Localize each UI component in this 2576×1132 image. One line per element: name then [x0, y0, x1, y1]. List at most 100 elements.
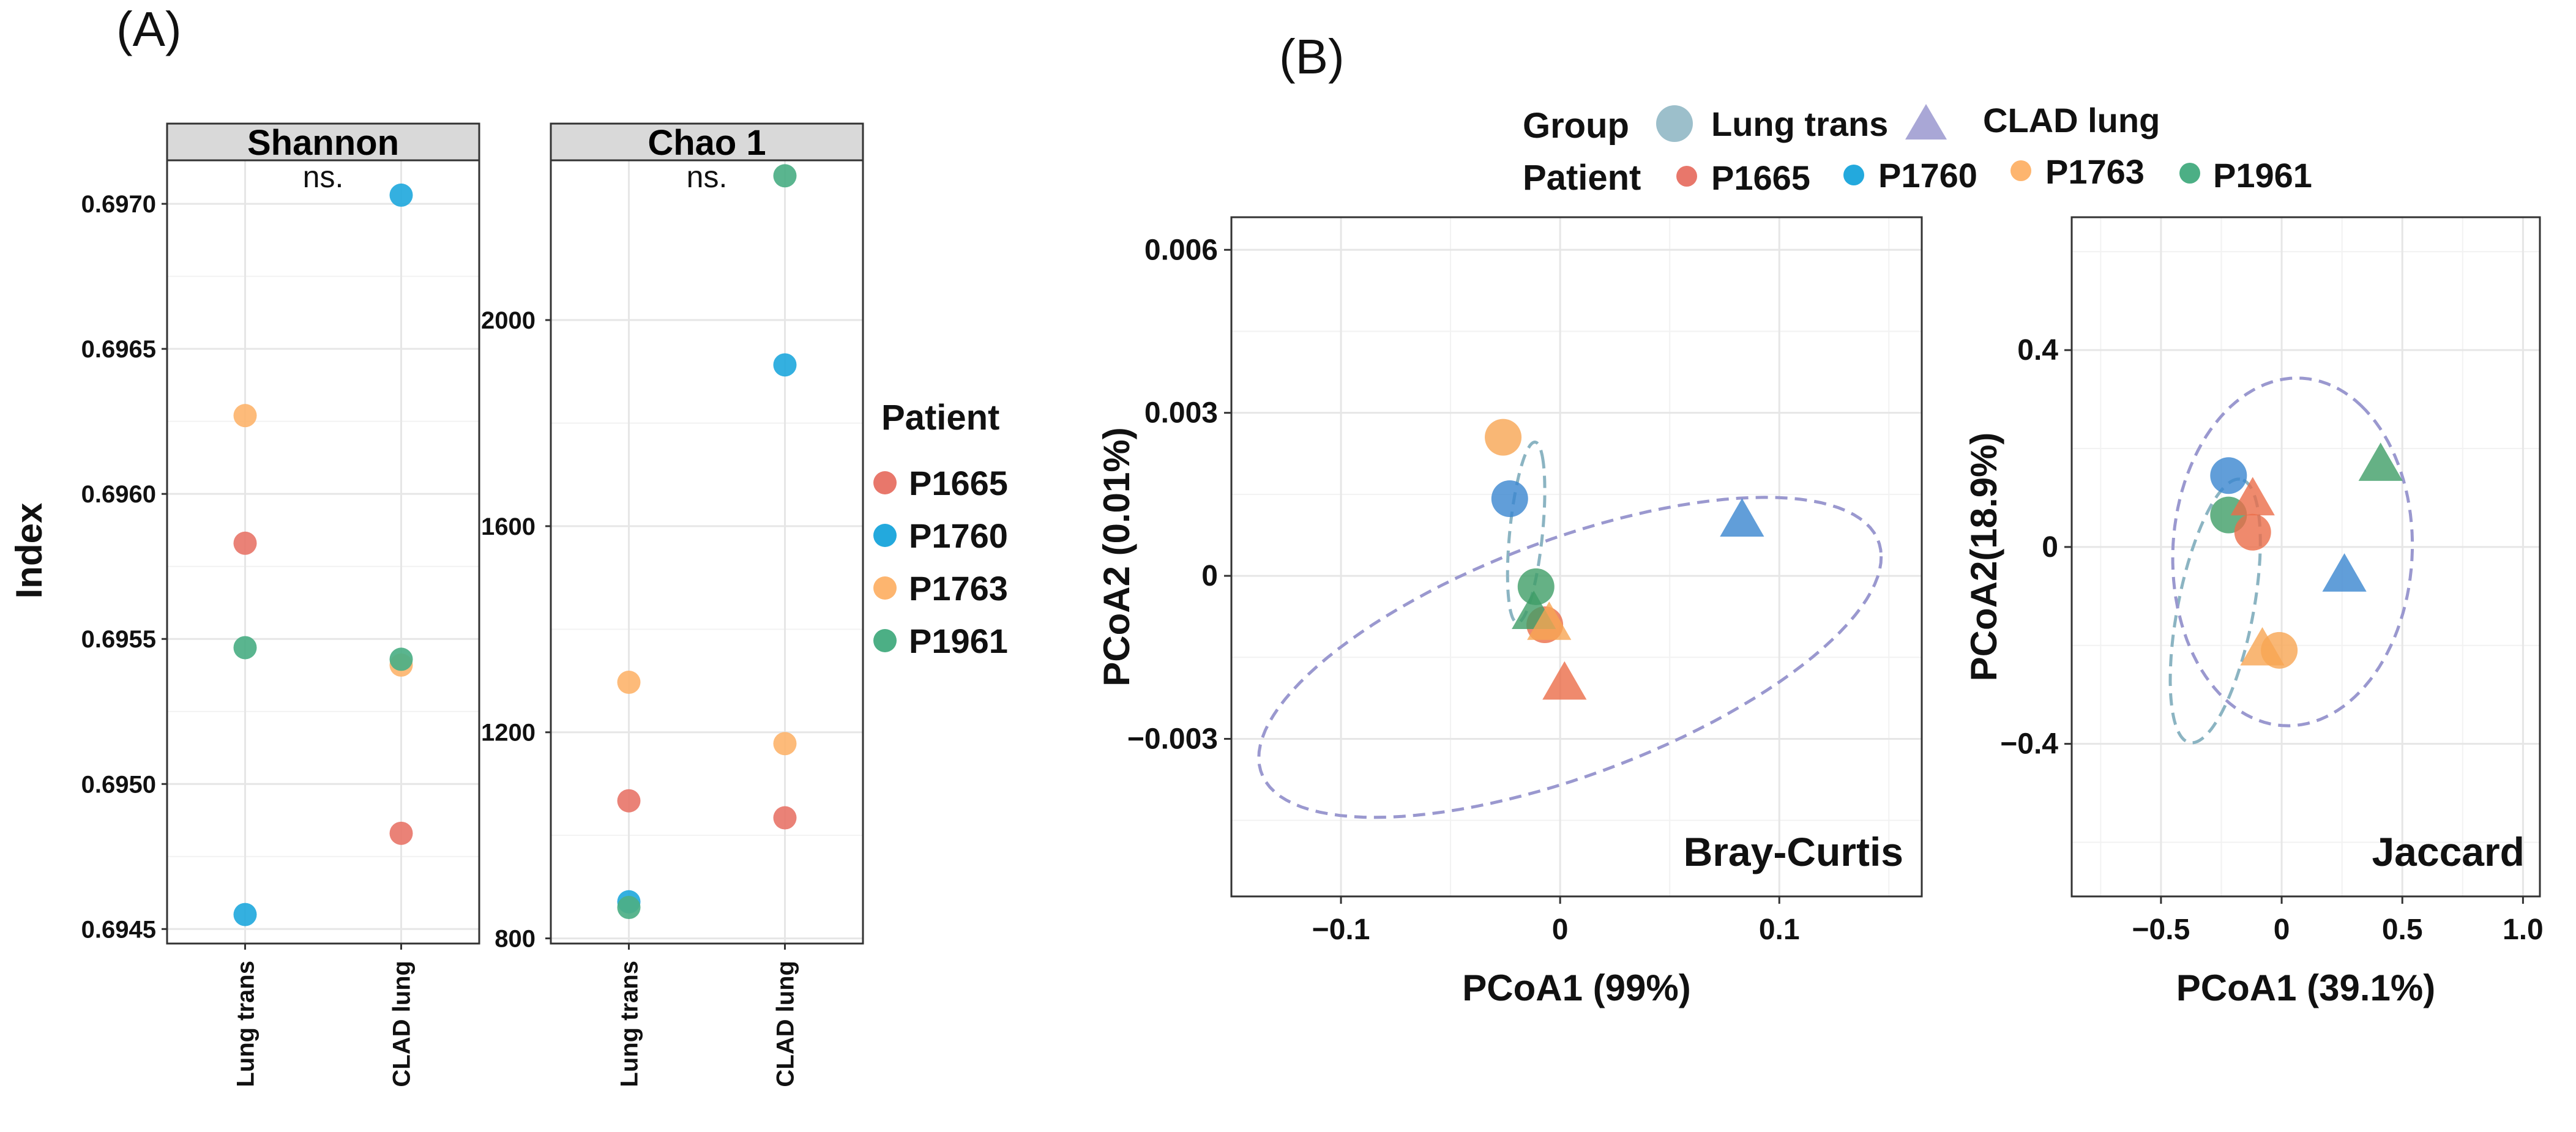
point-p1760-lung-trans — [1491, 480, 1528, 517]
point-p1760-clad-lung — [389, 183, 413, 207]
x-tick-label: 1.0 — [2503, 914, 2544, 946]
point-p1760-lung-trans — [2210, 457, 2247, 494]
point-p1665-clad-lung — [2230, 477, 2275, 516]
legend-b-p1760-label: P1760 — [1878, 156, 1977, 195]
legend-b-p1760-dot — [1843, 165, 1864, 185]
point-p1665-clad-lung — [773, 806, 797, 830]
y-tick-label: 0.6945 — [81, 916, 156, 943]
y-tick-label: 0.6950 — [81, 771, 156, 798]
y-tick-label: −0.4 — [2000, 728, 2058, 761]
chao1-plot: 800 1200 1600 2000 Lung trans CLAD lung Chao 1… — [481, 122, 864, 1087]
x-tick-label: 0 — [2274, 914, 2290, 946]
y-tick-label: 0.4 — [2017, 334, 2058, 367]
point-p1665-clad-lung — [1542, 661, 1587, 700]
panel-border — [166, 159, 480, 945]
point-p1961-clad-lung — [389, 647, 413, 671]
x-tick-label: −0.5 — [2132, 914, 2190, 946]
y-tick-label: 2000 — [481, 307, 536, 334]
panel-b-label: (B) — [1279, 29, 1345, 84]
panel-border — [1230, 216, 1923, 898]
group-legend-title: Group — [1523, 106, 1629, 146]
x-tick-label-clad-lung: CLAD lung — [772, 961, 799, 1087]
y-tick-label: 1600 — [481, 513, 536, 540]
legend-b-p1961-dot — [2179, 163, 2200, 184]
point-p1665-lung-trans — [2234, 513, 2271, 551]
panel-border — [550, 159, 864, 945]
point-p1763-lung-trans — [617, 671, 641, 694]
x-tick-label: 0.5 — [2382, 914, 2423, 946]
y-tick-label: 1200 — [481, 720, 536, 747]
metric-label-bray-curtis: Bray-Curtis — [1684, 829, 1903, 874]
patient-legend: Patient P1665 P1760 P1763 P1961 — [873, 398, 1008, 660]
facet-title-chao-1: Chao 1 — [648, 123, 766, 163]
legend-b-p1961-label: P1961 — [2213, 156, 2312, 195]
point-p1763-lung-trans — [1485, 419, 1522, 456]
y-tick-label: 0.003 — [1144, 397, 1218, 430]
y-tick-label: 0.6955 — [81, 626, 156, 653]
ellipse-lung-trans — [1506, 440, 1547, 625]
y-tick-label: 0.6960 — [81, 481, 156, 508]
point-p1961-lung-trans — [233, 636, 257, 660]
panel-a-label: (A) — [116, 2, 182, 56]
y-axis-title: PCoA2(18.9%) — [1963, 433, 2004, 682]
y-tick-label: 0.6965 — [81, 336, 156, 363]
x-axis-title: PCoA1 (39.1%) — [2176, 967, 2435, 1008]
legend-p1665-dot — [873, 471, 897, 494]
legend-b-p1665-dot — [1676, 166, 1697, 187]
group-legend: Group Lung trans CLAD lung — [1523, 101, 2160, 146]
point-p1961-clad-lung — [773, 164, 797, 188]
point-p1760-lung-trans — [233, 903, 257, 926]
point-p1760-clad-lung — [2322, 553, 2367, 592]
metric-label-jaccard: Jaccard — [2372, 829, 2525, 874]
x-tick-label-clad-lung: CLAD lung — [389, 961, 416, 1087]
point-p1665-clad-lung — [389, 821, 413, 845]
panel-border — [2070, 216, 2541, 898]
facet-title-shannon: Shannon — [247, 123, 399, 163]
legend-p1763-label: P1763 — [909, 569, 1008, 608]
bray-curtis-plot: −0.1 0 0.1 −0.003 0 0.003 0.006 Bray-Curtis PCoA… — [1096, 216, 1923, 1008]
y-tick-label: 0.6970 — [81, 191, 156, 218]
point-p1763-clad-lung — [1527, 601, 1572, 640]
y-tick-label: 800 — [495, 926, 536, 953]
x-tick-label: 0.1 — [1759, 914, 1800, 946]
point-p1760-clad-lung — [1720, 498, 1764, 537]
panel-a-ylabel: Index — [9, 503, 50, 599]
point-p1763-lung-trans — [233, 404, 257, 428]
legend-b-p1763-dot — [2010, 160, 2031, 181]
point-p1961-lung-trans — [617, 896, 641, 920]
patient-legend-b: Patient P1665 P1760 P1763 P1961 — [1523, 152, 2312, 198]
patient-legend-title: Patient — [881, 398, 999, 438]
legend-p1760-dot — [873, 524, 897, 547]
legend-lung-trans-label: Lung trans — [1711, 105, 1888, 143]
point-p1665-lung-trans — [617, 789, 641, 813]
y-tick-label: 0.006 — [1144, 234, 1218, 266]
legend-p1763-dot — [873, 576, 897, 600]
point-p1665-lung-trans — [233, 531, 257, 555]
legend-b-p1763-label: P1763 — [2045, 152, 2145, 191]
x-tick-label-lung-trans: Lung trans — [233, 961, 259, 1087]
facet-strip — [166, 122, 480, 162]
x-tick-label: 0 — [1552, 914, 1569, 946]
significance-label: ns. — [303, 160, 344, 194]
shannon-plot: 0.6945 0.6950 0.6955 0.6960 0.6965 0.6970 Lung… — [81, 122, 480, 1087]
ellipse-lung-trans — [2168, 477, 2262, 745]
legend-clad-lung-label: CLAD lung — [1983, 101, 2160, 140]
x-tick-label-lung-trans: Lung trans — [616, 961, 643, 1087]
point-p1961-clad-lung — [2358, 442, 2403, 481]
legend-p1760-label: P1760 — [909, 516, 1008, 555]
y-tick-label: 0 — [2042, 531, 2058, 564]
legend-b-p1665-label: P1665 — [1711, 158, 1810, 197]
jaccard-plot: −0.5 0 0.5 1.0 −0.4 0 0.4 Jaccard PCoA1 (39.1%) P… — [1963, 216, 2544, 1008]
point-p1763-clad-lung — [773, 732, 797, 756]
legend-clad-lung-triangle — [1905, 104, 1947, 140]
ellipse-clad-lung — [2171, 376, 2414, 728]
legend-p1665-label: P1665 — [909, 464, 1008, 502]
x-tick-label: −0.1 — [1312, 914, 1370, 946]
legend-p1961-label: P1961 — [909, 622, 1008, 660]
point-p1760-clad-lung — [773, 353, 797, 377]
y-axis-title: PCoA2 (0.01%) — [1096, 427, 1137, 686]
ellipse-clad-lung — [1257, 496, 1883, 819]
point-p1961-lung-trans — [1517, 568, 1555, 605]
y-tick-label: 0 — [1201, 560, 1218, 592]
